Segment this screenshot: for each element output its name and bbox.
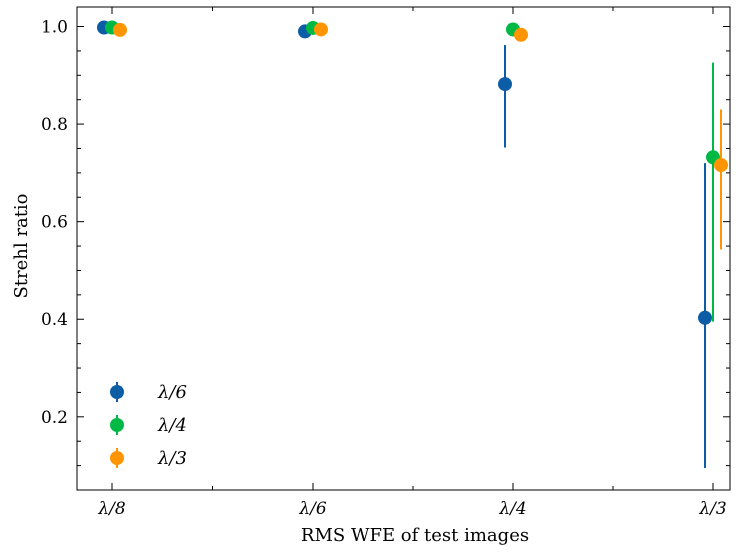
legend-marker [110,418,124,432]
axes-frame [76,6,731,491]
x-tick-label: λ/3 [698,499,726,519]
legend-label: λ/4 [157,415,187,436]
legend: λ/6 λ/4 λ/3 [110,382,187,469]
x-tick-label: λ/4 [498,499,526,519]
axes-box [76,6,731,491]
data-point [113,22,127,37]
x-axis-ticks: λ/8 λ/6 λ/4 λ/3 [97,7,727,519]
legend-label: λ/3 [157,448,187,469]
y-axis-label: Strehl ratio [11,193,32,298]
legend-label: λ/6 [157,382,187,403]
data-point [698,310,712,325]
data-point [714,158,728,173]
y-tick-label: 0.2 [41,408,68,428]
legend-marker [110,451,124,465]
error-bars [504,45,722,469]
y-tick-label: 1.0 [41,18,68,38]
y-tick-label: 0.6 [41,213,68,233]
data-point [498,77,512,92]
y-tick-label: 0.4 [41,310,68,330]
data-point [314,22,328,37]
y-tick-label: 0.8 [41,115,68,135]
data-points [97,20,728,325]
x-tick-label: λ/8 [97,499,126,519]
x-axis-label: RMS WFE of test images [301,525,529,546]
y-axis-ticks: 0.2 0.4 0.6 0.8 1.0 [41,18,730,467]
legend-marker [110,385,124,399]
data-point [514,27,528,42]
x-tick-label: λ/6 [298,499,327,519]
